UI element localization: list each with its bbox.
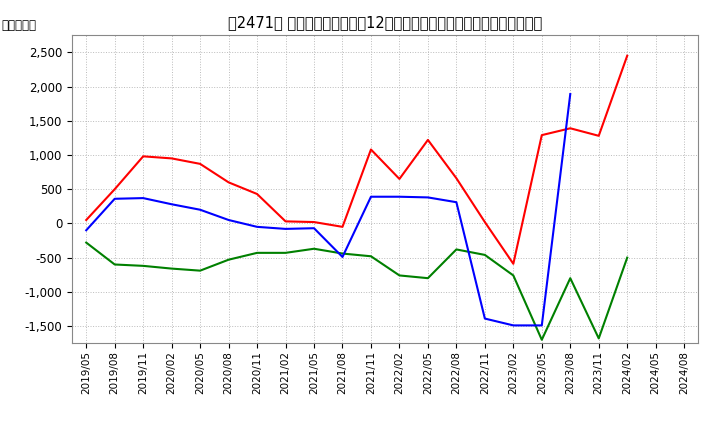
営業CF [338, 224, 347, 230]
投資CF [110, 262, 119, 267]
投資CF [366, 253, 375, 259]
フリーCF [139, 195, 148, 201]
フリーCF [225, 217, 233, 223]
営業CF [566, 126, 575, 131]
フリーCF [110, 196, 119, 202]
営業CF [423, 137, 432, 143]
投資CF [338, 251, 347, 256]
投資CF [452, 247, 461, 252]
投資CF [82, 240, 91, 245]
フリーCF [282, 226, 290, 231]
Line: 営業CF: 営業CF [86, 56, 627, 264]
フリーCF [395, 194, 404, 199]
投資CF [139, 263, 148, 268]
投資CF [395, 273, 404, 278]
営業CF [595, 133, 603, 139]
投資CF [566, 275, 575, 281]
フリーCF [82, 227, 91, 233]
営業CF [452, 176, 461, 181]
営業CF [623, 53, 631, 59]
フリーCF [253, 224, 261, 230]
営業CF [253, 191, 261, 197]
投資CF [423, 275, 432, 281]
営業CF [139, 154, 148, 159]
営業CF [167, 156, 176, 161]
フリーCF [537, 323, 546, 328]
営業CF [395, 176, 404, 182]
投資CF [480, 252, 489, 257]
営業CF [310, 220, 318, 225]
フリーCF [566, 92, 575, 97]
フリーCF [366, 194, 375, 199]
投資CF [509, 273, 518, 278]
Line: フリーCF: フリーCF [86, 94, 570, 326]
フリーCF [480, 316, 489, 321]
営業CF [366, 147, 375, 152]
営業CF [225, 180, 233, 185]
営業CF [537, 132, 546, 138]
Legend: 営業CF, 投資CF, フリーCF: 営業CF, 投資CF, フリーCF [249, 436, 521, 440]
投資CF [537, 337, 546, 342]
投資CF [253, 250, 261, 256]
フリーCF [509, 323, 518, 328]
Line: 投資CF: 投資CF [86, 242, 627, 340]
投資CF [623, 255, 631, 260]
営業CF [480, 220, 489, 225]
営業CF [282, 219, 290, 224]
フリーCF [167, 202, 176, 207]
フリーCF [452, 200, 461, 205]
営業CF [509, 261, 518, 267]
投資CF [282, 250, 290, 256]
フリーCF [423, 195, 432, 200]
投資CF [225, 257, 233, 262]
投資CF [595, 336, 603, 341]
投資CF [196, 268, 204, 273]
投資CF [167, 266, 176, 271]
フリーCF [196, 207, 204, 213]
営業CF [196, 161, 204, 166]
投資CF [310, 246, 318, 251]
営業CF [82, 217, 91, 223]
フリーCF [310, 226, 318, 231]
フリーCF [338, 254, 347, 260]
営業CF [110, 187, 119, 192]
Y-axis label: （百万円）: （百万円） [1, 19, 36, 32]
Title: 、2471】 キャッシュフローの12か月移動合計の対前年同期増減額の推移: 、2471】 キャッシュフローの12か月移動合計の対前年同期増減額の推移 [228, 15, 542, 30]
